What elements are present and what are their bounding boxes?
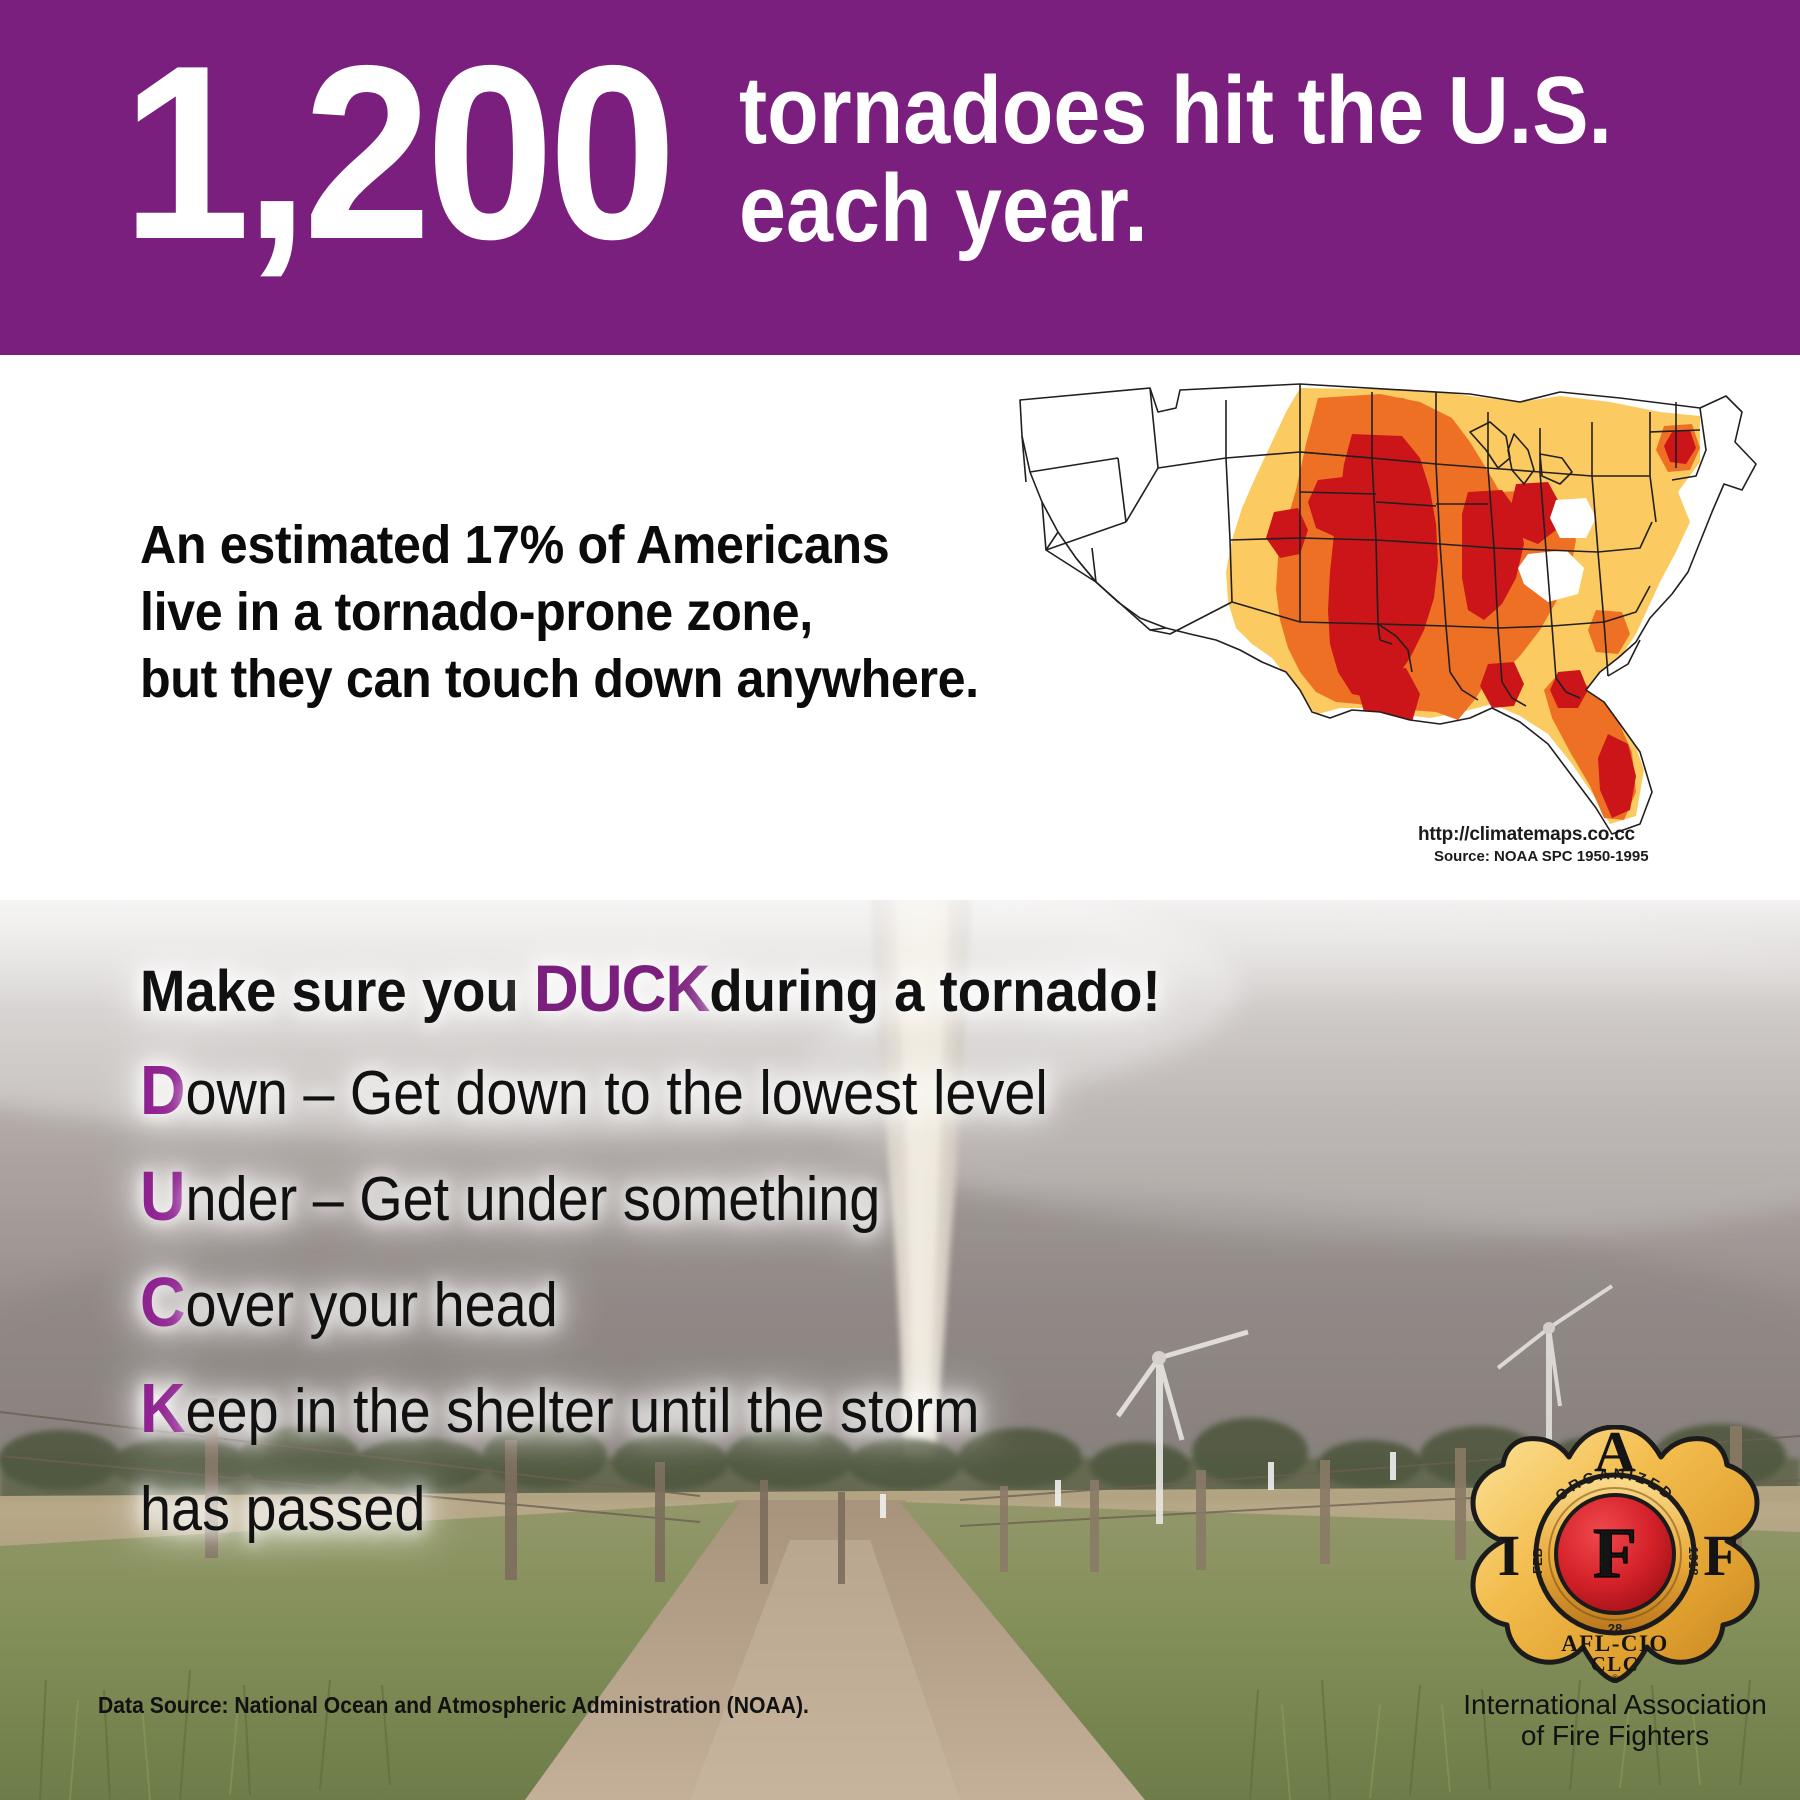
iaff-maltese-cross-icon: ORGANIZED FEB 1918 28 A I F F AFL-CIO CL…: [1470, 1425, 1760, 1683]
duck-text-down: own – Get down to the lowest level: [185, 1059, 1048, 1128]
map-credit-url: http://climatemaps.co.cc: [1418, 824, 1635, 845]
iaff-organization-name: International Association of Fire Fighte…: [1463, 1689, 1767, 1752]
fence-left: [0, 1398, 845, 1584]
logo-ring-bottom-num: 28: [1608, 1621, 1622, 1636]
duck-text-keep: eep in the shelter until the storm: [185, 1377, 980, 1446]
duck-text-under: nder – Get under something: [185, 1165, 881, 1234]
hero-number: 1,200: [122, 13, 677, 291]
iaff-logo: ORGANIZED FEB 1918 28 A I F F AFL-CIO CL…: [1440, 1425, 1790, 1755]
map-credit-source: Source: NOAA SPC 1950-1995: [1434, 848, 1649, 865]
grass-texture: [38, 1669, 1752, 1800]
logo-letter-i: I: [1498, 1523, 1521, 1588]
wind-turbine-icon: [1115, 1329, 1249, 1524]
state-outlines: [1019, 383, 1757, 835]
logo-letter-f-right: F: [1703, 1523, 1738, 1588]
duck-item-under: Under – Get under something: [140, 1161, 1472, 1231]
duck-instructions: Make sure you DUCKduring a tornado! Down…: [140, 955, 1620, 1541]
duck-heading-word: DUCK: [533, 951, 710, 1025]
logo-banner-afl-cio: AFL-CIO: [1561, 1631, 1669, 1656]
duck-cap-u: U: [140, 1157, 186, 1235]
us-map-svg: [1019, 383, 1757, 835]
stat-text: An estimated 17% of Americans live in a …: [140, 515, 979, 709]
duck-cap-k: K: [140, 1369, 186, 1447]
heat-field: [1020, 384, 1756, 834]
logo-letter-f-center: F: [1593, 1513, 1637, 1593]
hero-headline: tornadoes hit the U.S. each year.: [738, 57, 1612, 262]
logo-banner-clc: CLC: [1591, 1652, 1640, 1676]
logo-registered-mark: ®: [1612, 1673, 1619, 1683]
wind-turbine-icon-2: [1496, 1284, 1614, 1526]
dirt-road: [520, 1500, 1150, 1800]
duck-heading: Make sure you DUCKduring a tornado!: [140, 955, 1531, 1021]
tornado-risk-map: [1000, 372, 1790, 852]
duck-cap-d: D: [140, 1051, 186, 1129]
logo-ring-left: FEB: [1530, 1548, 1545, 1574]
header-band: 1,200 tornadoes hit the U.S. each year.: [0, 0, 1800, 355]
data-source-note: Data Source: National Ocean and Atmosphe…: [98, 1692, 809, 1718]
duck-heading-after: during a tornado!: [709, 959, 1161, 1024]
duck-item-down: Down – Get down to the lowest level: [140, 1055, 1472, 1125]
duck-item-keep: Keep in the shelter until the storm: [140, 1373, 1472, 1443]
logo-ring-right: 1918: [1686, 1547, 1701, 1576]
duck-heading-before: Make sure you: [140, 959, 534, 1024]
map-credit: http://climatemaps.co.cc Source: NOAA SP…: [1418, 824, 1758, 865]
duck-cap-c: C: [140, 1263, 186, 1341]
logo-letter-a: A: [1594, 1425, 1636, 1484]
duck-item-keep-continuation: has passed: [140, 1475, 426, 1544]
duck-item-cover: Cover your head: [140, 1267, 1472, 1337]
duck-text-cover: over your head: [185, 1271, 558, 1340]
